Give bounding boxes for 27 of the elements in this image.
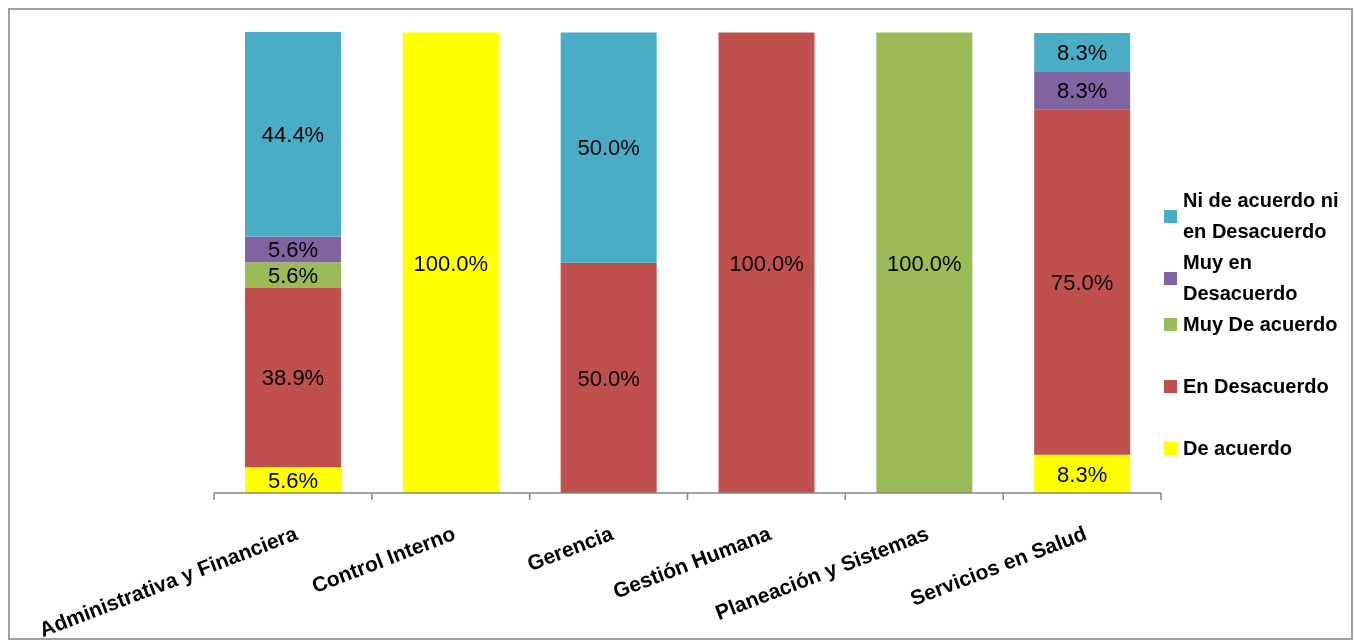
bar — [245, 288, 341, 468]
data-label: 50.0% — [577, 365, 640, 391]
data-label: 100.0% — [729, 250, 804, 276]
bar — [1034, 109, 1131, 455]
data-label: 50.0% — [577, 135, 640, 161]
data-label: 44.4% — [261, 122, 325, 148]
legend-label: De acuerdo — [1183, 436, 1293, 461]
bar — [245, 32, 341, 237]
bar — [876, 32, 973, 493]
bar — [402, 32, 499, 493]
data-label: 100.0% — [413, 250, 489, 276]
legend-label: Muy en Desacuerdo — [1183, 250, 1299, 306]
bar — [718, 32, 815, 493]
data-label: 5.6% — [267, 262, 319, 288]
data-label: 38.9% — [261, 365, 325, 391]
data-label: 100.0% — [887, 250, 962, 276]
data-label: 8.3% — [1057, 78, 1108, 104]
legend-label: Muy De acuerdo — [1183, 312, 1339, 337]
data-label: 5.6% — [267, 237, 319, 263]
data-label: 5.6% — [267, 467, 319, 493]
data-label: 8.3% — [1057, 39, 1108, 65]
data-label: 8.3% — [1057, 461, 1108, 487]
legend-label: Ni de acuerdo ni en Desacuerdo — [1183, 188, 1340, 244]
bar — [560, 32, 657, 263]
bar — [560, 262, 657, 493]
legend-label: En Desacuerdo — [1183, 374, 1330, 399]
data-label: 75.0% — [1050, 269, 1114, 295]
